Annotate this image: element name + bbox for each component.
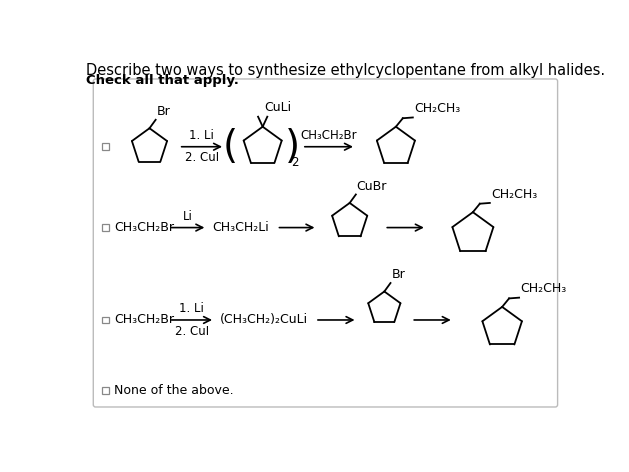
Text: ): ) — [285, 128, 300, 166]
FancyBboxPatch shape — [93, 79, 557, 407]
Text: Li: Li — [183, 210, 193, 223]
Text: CuLi: CuLi — [264, 101, 291, 114]
Text: 1. Li: 1. Li — [189, 129, 214, 142]
Text: (CH₃CH₂)₂CuLi: (CH₃CH₂)₂CuLi — [220, 313, 308, 327]
FancyBboxPatch shape — [102, 224, 109, 231]
Text: Check all that apply.: Check all that apply. — [86, 75, 239, 87]
Text: (: ( — [222, 128, 237, 166]
Text: CH₃CH₂Br: CH₃CH₂Br — [301, 129, 357, 142]
Text: CH₂CH₃: CH₂CH₃ — [415, 102, 460, 115]
Text: CuBr: CuBr — [357, 180, 387, 193]
Text: Describe two ways to synthesize ethylcyclopentane from alkyl halides.: Describe two ways to synthesize ethylcyc… — [86, 63, 606, 78]
Text: Br: Br — [391, 269, 405, 281]
Text: CH₃CH₂Li: CH₃CH₂Li — [212, 221, 269, 234]
Text: 1. Li: 1. Li — [179, 303, 204, 315]
Text: 2. CuI: 2. CuI — [185, 152, 219, 164]
Text: CH₃CH₂Br: CH₃CH₂Br — [114, 313, 174, 327]
FancyBboxPatch shape — [102, 317, 109, 323]
Text: None of the above.: None of the above. — [114, 384, 234, 397]
FancyBboxPatch shape — [102, 143, 109, 150]
Text: CH₂CH₃: CH₂CH₃ — [491, 188, 538, 201]
Text: CH₂CH₃: CH₂CH₃ — [521, 282, 567, 295]
Text: 2: 2 — [291, 156, 299, 169]
Text: 2. CuI: 2. CuI — [175, 325, 209, 337]
Text: Br: Br — [157, 105, 170, 118]
FancyBboxPatch shape — [102, 388, 109, 394]
Text: CH₃CH₂Br: CH₃CH₂Br — [114, 221, 174, 234]
